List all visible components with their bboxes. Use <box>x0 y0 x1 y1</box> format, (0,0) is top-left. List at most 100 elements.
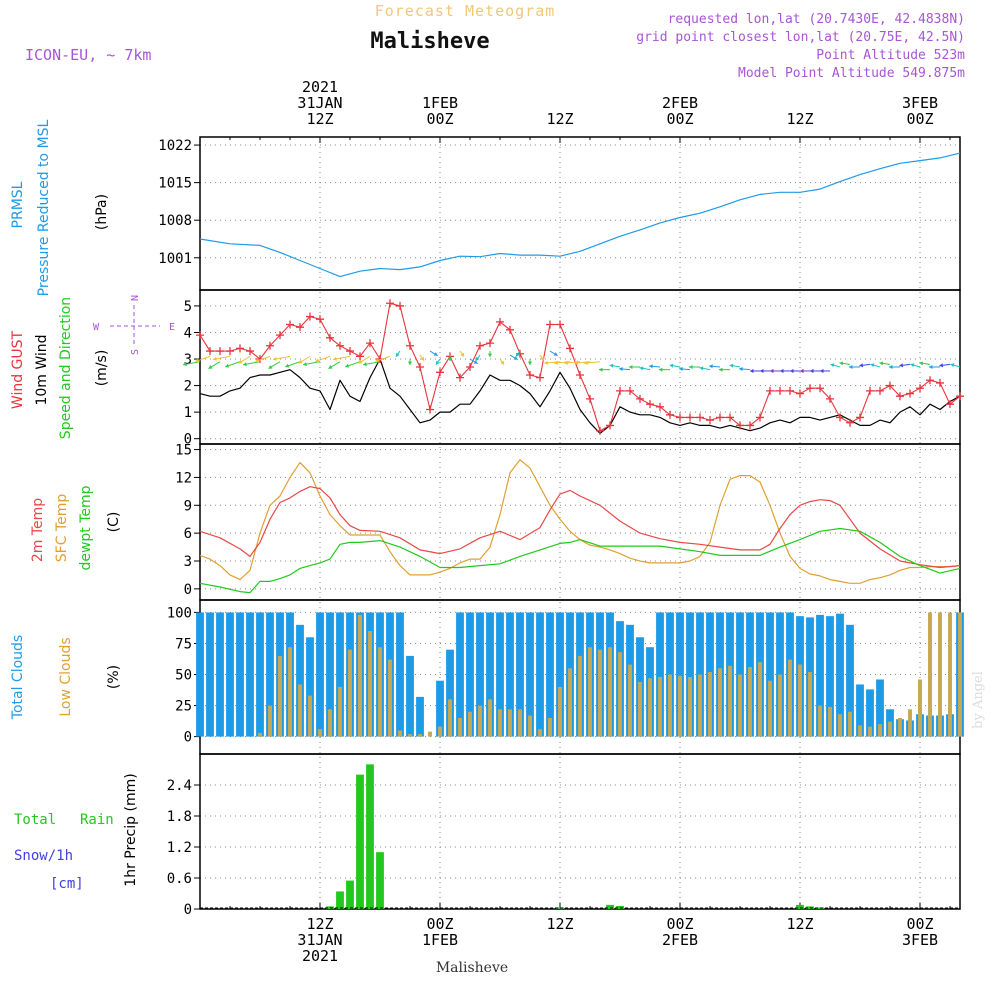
low-clouds-bar <box>398 730 402 737</box>
series-layer <box>182 152 964 909</box>
low-clouds-bar <box>658 677 662 737</box>
gust-marker <box>836 413 844 422</box>
bottom-time-label: 12Z <box>546 915 573 933</box>
wind-arrow-head <box>619 366 623 372</box>
low-clouds-bar <box>478 705 482 737</box>
y-tick-label: 0 <box>184 902 192 918</box>
wind-arrow-head <box>208 365 213 369</box>
y-tick-label: 100 <box>167 605 192 621</box>
low-clouds-bar <box>808 672 812 737</box>
total-clouds-bar <box>236 612 244 737</box>
gust-marker <box>656 402 664 411</box>
bottom-time-label: 12Z <box>306 915 333 933</box>
top-time-label: 00Z <box>666 110 693 128</box>
bottom-time-label: 00Z <box>906 915 933 933</box>
y-tick-label: 0 <box>184 582 192 598</box>
total-clouds-bar <box>526 612 534 737</box>
total-clouds-bar <box>846 624 854 737</box>
total-clouds-bar <box>866 689 874 737</box>
wind-arrow-head <box>649 364 653 369</box>
gust-marker <box>546 320 554 329</box>
gust-marker <box>846 418 854 427</box>
low-clouds-bar <box>408 734 412 737</box>
pressure-label-prmsl: PRMSL <box>10 181 26 228</box>
wind-arrow-head <box>939 363 944 368</box>
total-clouds-bar <box>316 612 324 737</box>
top-time-label: 12Z <box>546 110 573 128</box>
low-clouds-bar <box>578 655 582 737</box>
wind-arrow-head <box>554 360 558 365</box>
y-tick-label: 0 <box>184 730 192 746</box>
wind-arrow-head <box>395 352 400 357</box>
low-clouds-bar <box>948 612 952 737</box>
gust-marker <box>636 394 644 403</box>
precip-label-cm: [cm] <box>50 876 84 892</box>
bottom-time-label: 12Z <box>786 915 813 933</box>
gust-marker <box>906 389 914 398</box>
pressure-label-msl: Pressure Reduced to MSL <box>36 119 52 296</box>
gust-marker <box>486 339 494 348</box>
wind-arrow-head <box>433 352 438 356</box>
low-clouds-bar <box>848 711 852 737</box>
gust-marker <box>896 392 904 401</box>
gust-marker <box>916 384 924 393</box>
y-tick-label: 1 <box>184 405 192 421</box>
gridpoint-coords: grid point closest lon,lat (20.75E, 42.5… <box>636 30 965 45</box>
y-tick-label: 2 <box>184 379 192 395</box>
wind-label-direction: Speed and Direction <box>58 297 74 439</box>
gust-marker <box>716 413 724 422</box>
low-clouds-bar <box>258 732 262 737</box>
wind-arrow-head <box>475 356 480 361</box>
low-clouds-bar <box>308 695 312 737</box>
gust-marker <box>626 386 634 395</box>
wind-arrow-head <box>420 356 425 361</box>
low-clouds-bar <box>708 672 712 737</box>
bottom-time-label: 00Z <box>426 915 453 933</box>
low-clouds-bar <box>758 662 762 737</box>
gust-marker <box>426 405 434 414</box>
compass-south: S <box>130 349 141 355</box>
low-clouds-bar <box>468 711 472 737</box>
y-tick-label: 0.6 <box>167 871 192 887</box>
y-tick-label: 9 <box>184 498 192 514</box>
wind-arrow-head <box>473 360 478 364</box>
y-tick-label: 3 <box>184 352 192 368</box>
total-clouds-bar <box>496 612 504 737</box>
wind-arrow-head <box>564 360 568 365</box>
gust-marker <box>606 421 614 430</box>
low-clouds-bar <box>618 652 622 737</box>
gust-marker <box>866 386 874 395</box>
wind-arrow-head <box>333 356 337 361</box>
total-clouds-bar <box>196 612 204 737</box>
wind-speed-line <box>199 358 961 434</box>
low-clouds-bar <box>718 668 722 737</box>
footer-location: Malisheve <box>436 960 508 976</box>
wind-arrow-head <box>820 368 824 374</box>
low-clouds-bar <box>518 709 522 737</box>
gust-marker <box>406 341 414 350</box>
low-clouds-bar <box>778 674 782 737</box>
bottom-time-label: 2021 <box>302 947 338 965</box>
wind-arrow-head <box>659 367 663 372</box>
total-clouds-bar <box>246 612 254 737</box>
wind-arrow-head <box>358 359 363 364</box>
wind-arrow-head <box>238 359 243 364</box>
compass-icon: N S W E <box>93 295 175 355</box>
gust-marker <box>706 416 714 425</box>
gust-marker <box>496 317 504 326</box>
wind-arrow-head <box>435 360 440 365</box>
precip-bar <box>366 764 374 909</box>
gust-marker <box>316 315 324 324</box>
bottom-time-label: 31JAN <box>297 931 342 949</box>
gust-marker <box>336 341 344 350</box>
total-clouds-bar <box>556 612 564 737</box>
total-clouds-bar <box>536 612 544 737</box>
gust-marker <box>956 392 964 401</box>
y-tick-label: 1001 <box>158 251 192 267</box>
gust-marker <box>596 426 604 435</box>
gust-marker <box>556 320 564 329</box>
total-clouds-bar <box>256 612 264 737</box>
total-clouds-bar <box>406 655 414 737</box>
wind-arrow-head <box>899 363 904 368</box>
